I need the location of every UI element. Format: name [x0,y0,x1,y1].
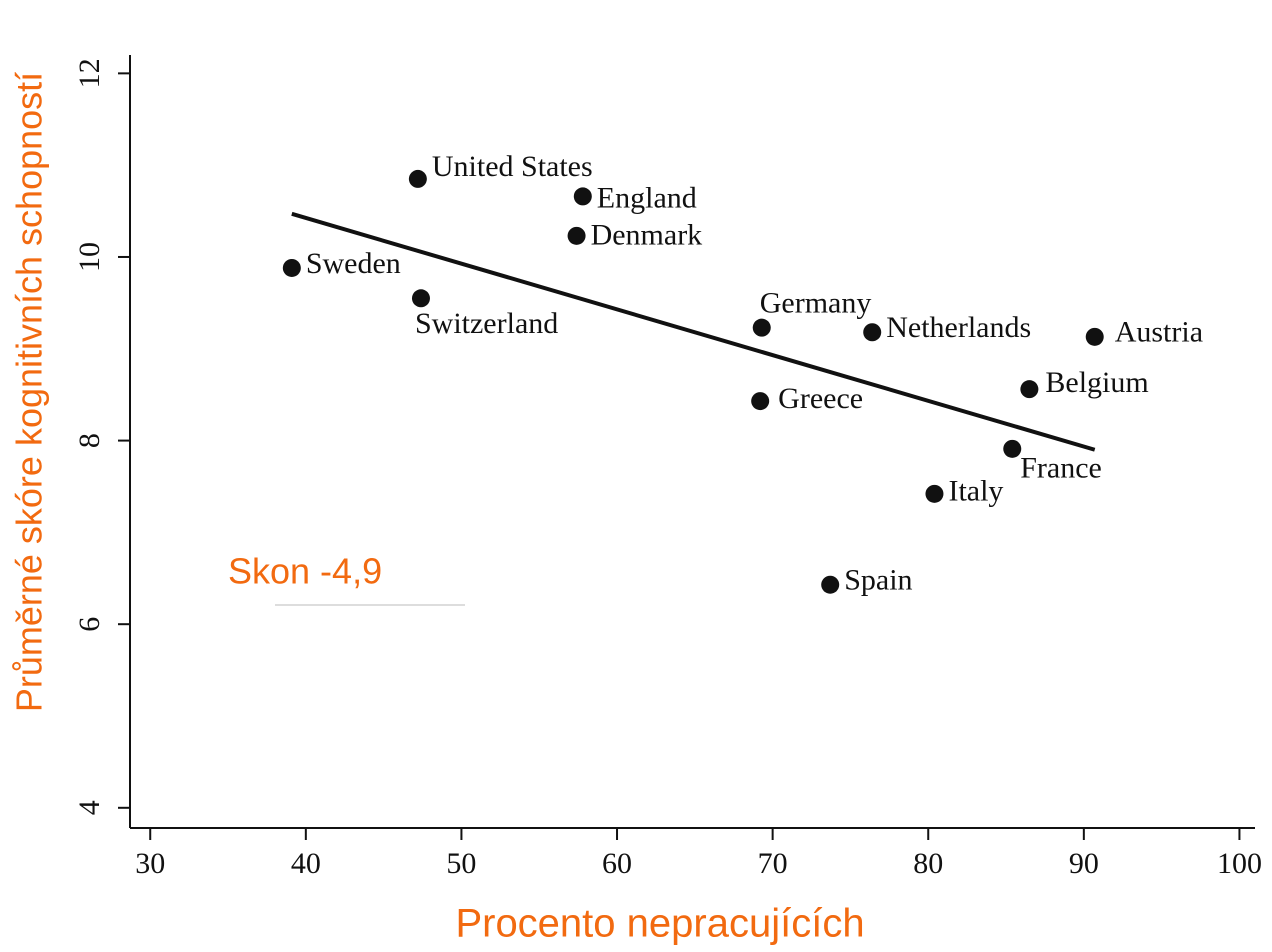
point-label: Italy [948,475,1003,508]
point [282,258,301,277]
point [752,318,771,337]
point [567,226,586,245]
point-label: Germany [760,287,872,320]
point-label: Spain [844,564,912,597]
point-label: Belgium [1045,366,1148,399]
y-tick-label: 12 [73,58,106,88]
point-label: Switzerland [415,307,558,340]
x-tick-label: 50 [446,847,476,880]
point-label: Sweden [306,247,401,280]
point-label: England [597,181,697,214]
x-tick-label: 30 [135,847,165,880]
point-label: France [1020,452,1102,485]
point [411,289,430,308]
point [925,484,944,503]
point [821,575,840,594]
x-tick-label: 80 [913,847,943,880]
y-axis-label: Průměrné skóre kognitivních schopností [9,72,50,712]
x-tick-label: 40 [291,847,321,880]
x-axis-label: Procento nepracujících [455,902,864,946]
x-tick-label: 70 [758,847,788,880]
point-label: Austria [1115,316,1203,349]
point-label: Greece [778,382,863,415]
fit-line [291,211,1096,452]
y-tick-label: 6 [73,617,106,632]
point-label: United States [432,150,593,183]
x-tick-label: 100 [1217,847,1262,880]
point [408,169,427,188]
point [1003,439,1022,458]
x-tick-label: 90 [1069,847,1099,880]
x-tick-label: 60 [602,847,632,880]
y-tick-label: 4 [73,800,106,815]
point-label: Netherlands [886,311,1031,344]
point [573,187,592,206]
point [1085,327,1104,346]
point [1020,380,1039,399]
y-tick-label: 8 [73,433,106,448]
point [751,392,770,411]
y-tick-label: 10 [73,242,106,272]
point-label: Denmark [591,219,703,252]
annotation: Skon -4,9 [228,551,382,592]
point [863,323,882,342]
